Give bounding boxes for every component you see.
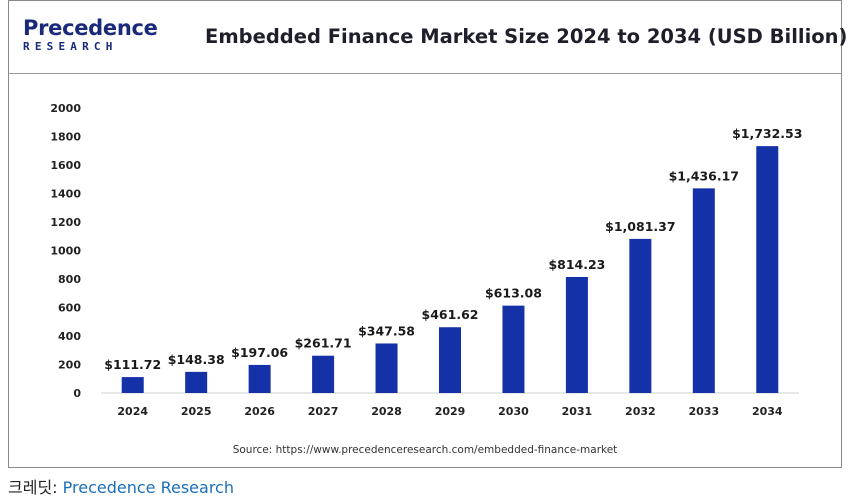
y-tick-label: 1400 <box>50 188 81 201</box>
y-tick-label: 1200 <box>50 216 81 229</box>
x-tick-label: 2024 <box>117 405 148 418</box>
chart-title: Embedded Finance Market Size 2024 to 203… <box>205 25 848 48</box>
y-tick-label: 1600 <box>50 159 81 172</box>
y-tick-label: 0 <box>73 387 81 400</box>
y-tick-label: 600 <box>58 302 81 315</box>
bar-chart: 0 200 400 600 800 1000 1200 1400 1600 1800 2000 $1… <box>50 102 802 418</box>
data-label-2031: $814.23 <box>548 257 605 272</box>
bar-2032 <box>629 238 652 393</box>
data-label-2027: $261.71 <box>295 336 352 351</box>
bars-group: $111.72 $148.38 $197.06 $261.71 $347.58 $461.… <box>104 126 802 393</box>
x-tick-label: 2033 <box>689 405 720 418</box>
bar-2027 <box>312 355 335 393</box>
x-tick-label: 2028 <box>371 405 402 418</box>
y-tick-label: 1000 <box>50 245 81 258</box>
bar-2026 <box>248 364 271 393</box>
chart-frame: Precedence RESEARCH Embedded Finance Mar… <box>8 0 847 468</box>
x-tick-label: 2026 <box>244 405 275 418</box>
x-tick-label: 2032 <box>625 405 656 418</box>
data-label-2028: $347.58 <box>358 323 415 338</box>
bar-2025 <box>185 371 208 393</box>
x-axis: 2024 2025 2026 2027 2028 2029 2030 2031 2032 2033… <box>117 405 783 418</box>
x-tick-label: 2031 <box>562 405 593 418</box>
x-tick-label: 2034 <box>752 405 783 418</box>
data-label-2034: $1,732.53 <box>732 126 802 141</box>
bar-2034 <box>756 146 779 393</box>
data-label-2024: $111.72 <box>104 357 161 372</box>
credit-line: 크레딧: Precedence Research <box>8 474 234 498</box>
credit-link[interactable]: Precedence Research <box>62 478 234 497</box>
data-label-2029: $461.62 <box>422 307 479 322</box>
x-tick-label: 2025 <box>181 405 212 418</box>
logo-subtext: RESEARCH <box>23 40 118 53</box>
y-tick-label: 400 <box>58 330 81 343</box>
y-tick-label: 800 <box>58 273 81 286</box>
bar-2031 <box>565 276 588 393</box>
data-label-2025: $148.38 <box>168 352 225 367</box>
precedence-research-logo: Precedence RESEARCH <box>23 16 158 61</box>
logo-wordmark: Precedence <box>23 16 158 40</box>
chart-header: Precedence RESEARCH Embedded Finance Mar… <box>9 1 847 74</box>
bar-2030 <box>502 305 525 393</box>
data-label-2026: $197.06 <box>231 345 288 360</box>
data-label-2030: $613.08 <box>485 286 542 301</box>
x-tick-label: 2027 <box>308 405 339 418</box>
y-tick-label: 1800 <box>50 131 81 144</box>
y-tick-label: 200 <box>58 359 81 372</box>
bar-2029 <box>439 327 461 393</box>
source-note: Source: https://www.precedenceresearch.c… <box>232 444 618 456</box>
data-label-2033: $1,436.17 <box>669 168 739 183</box>
x-tick-label: 2030 <box>498 405 529 418</box>
bar-2033 <box>692 188 715 393</box>
bar-2024 <box>121 377 144 393</box>
x-tick-label: 2029 <box>435 405 466 418</box>
y-axis: 0 200 400 600 800 1000 1200 1400 1600 1800 2000 <box>50 102 799 400</box>
bar-2028 <box>375 343 398 393</box>
credit-prefix: 크레딧: <box>8 478 63 497</box>
data-label-2032: $1,081.37 <box>605 219 675 234</box>
y-tick-label: 2000 <box>50 102 81 115</box>
